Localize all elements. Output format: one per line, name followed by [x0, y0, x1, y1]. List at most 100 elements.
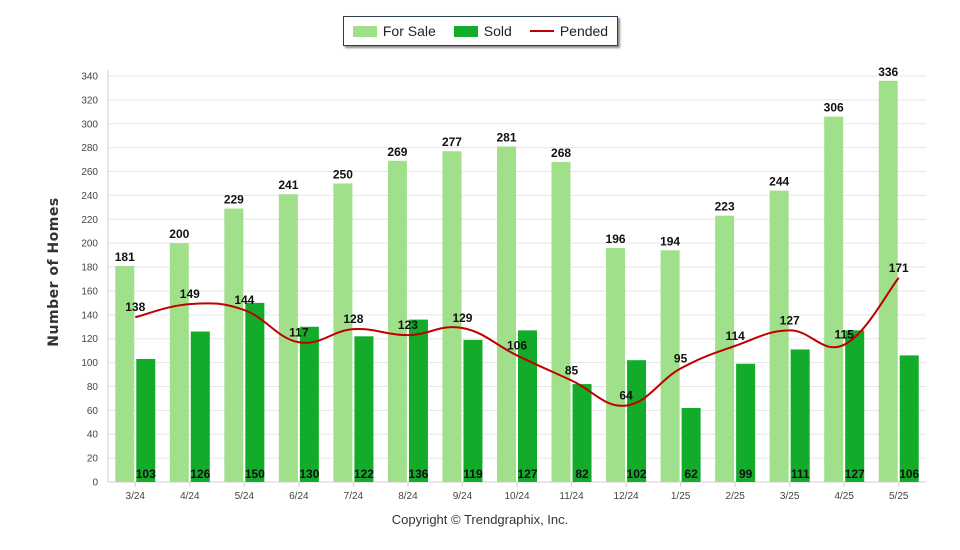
data-label-sold: 130 [299, 467, 319, 481]
data-label-sold: 119 [463, 467, 483, 481]
data-label-sold: 127 [845, 467, 865, 481]
data-label-sold: 127 [517, 467, 537, 481]
bar-for-sale [824, 116, 844, 482]
data-label-for-sale: 241 [278, 178, 298, 192]
data-label-for-sale: 244 [769, 175, 789, 189]
data-label-pended: 129 [452, 311, 472, 325]
y-tick-label: 240 [81, 191, 98, 202]
bar-for-sale [551, 161, 571, 482]
bar-for-sale [769, 190, 789, 482]
bar-sold [190, 331, 210, 482]
y-tick-label: 260 [81, 167, 98, 178]
legend-label-pended: Pended [559, 23, 609, 39]
y-tick-label: 320 [81, 95, 98, 106]
bar-sold [245, 302, 265, 482]
data-label-pended: 171 [889, 261, 909, 275]
data-label-for-sale: 281 [496, 130, 516, 144]
data-label-for-sale: 229 [224, 193, 244, 207]
bar-for-sale [878, 80, 898, 482]
data-label-pended: 117 [289, 325, 309, 339]
y-axis-title: Number of Homes [46, 197, 62, 347]
data-label-for-sale: 269 [387, 145, 407, 159]
bar-for-sale [660, 250, 680, 482]
data-label-for-sale: 181 [115, 250, 135, 264]
data-label-for-sale: 306 [824, 101, 844, 115]
data-label-sold: 126 [190, 467, 210, 481]
x-tick-label: 10/24 [504, 491, 529, 502]
data-label-for-sale: 194 [660, 234, 680, 248]
data-label-pended: 123 [398, 318, 418, 332]
x-tick-label: 4/25 [834, 491, 854, 502]
y-tick-label: 300 [81, 119, 98, 130]
data-label-sold: 122 [354, 467, 374, 481]
legend-label-sold: Sold [483, 23, 512, 39]
data-label-pended: 85 [565, 364, 579, 378]
data-label-pended: 114 [725, 329, 745, 343]
x-tick-label: 12/24 [614, 491, 639, 502]
bar-sold [518, 330, 537, 482]
data-label-pended: 127 [780, 313, 800, 327]
legend-swatch-sold [453, 25, 478, 37]
y-tick-label: 140 [81, 310, 98, 321]
data-label-pended: 115 [835, 328, 855, 342]
y-tick-label: 0 [92, 478, 98, 489]
y-tick-label: 220 [81, 215, 98, 226]
bar-for-sale [606, 247, 626, 482]
data-label-for-sale: 250 [333, 167, 353, 181]
data-label-sold: 103 [136, 467, 156, 481]
bar-sold [136, 359, 156, 482]
data-label-sold: 136 [408, 467, 428, 481]
data-label-for-sale: 200 [169, 227, 189, 241]
legend-item-sold[interactable]: Sold [453, 23, 512, 39]
y-tick-label: 40 [87, 430, 99, 441]
bar-sold [572, 384, 592, 482]
bar-sold [790, 349, 810, 482]
data-label-pended: 149 [180, 287, 200, 301]
data-label-sold: 106 [899, 467, 919, 481]
x-tick-label: 4/24 [180, 491, 200, 502]
data-label-pended: 128 [343, 312, 363, 326]
legend-label-for-sale: For Sale [382, 23, 436, 39]
legend-swatch-for-sale [352, 25, 377, 37]
data-label-for-sale: 196 [606, 232, 626, 246]
data-label-pended: 106 [507, 338, 527, 352]
bar-sold [299, 326, 319, 482]
bar-for-sale [224, 208, 244, 482]
data-label-sold: 111 [791, 467, 810, 481]
data-label-sold: 82 [575, 467, 589, 481]
bar-sold [736, 363, 756, 482]
x-tick-label: 3/25 [780, 491, 800, 502]
legend-item-for-sale[interactable]: For Sale [352, 23, 436, 39]
bar-for-sale [497, 146, 516, 482]
data-label-for-sale: 277 [442, 135, 462, 149]
y-tick-label: 120 [81, 334, 98, 345]
y-tick-label: 100 [81, 358, 98, 369]
x-tick-label: 8/24 [398, 491, 418, 502]
x-tick-label: 9/24 [453, 491, 473, 502]
bar-for-sale [169, 243, 189, 482]
copyright-footer: Copyright © Trendgraphix, Inc. [391, 512, 569, 527]
data-label-sold: 102 [627, 467, 647, 481]
bar-sold [899, 355, 919, 482]
data-label-sold: 99 [739, 467, 753, 481]
data-label-pended: 95 [674, 352, 688, 366]
bar-for-sale [115, 265, 135, 482]
legend-item-pended[interactable]: Pended [529, 23, 609, 39]
data-label-sold: 62 [684, 467, 698, 481]
data-label-for-sale: 336 [878, 65, 898, 79]
y-tick-label: 160 [81, 286, 98, 297]
data-label-for-sale: 223 [715, 200, 735, 214]
data-label-for-sale: 268 [551, 146, 571, 160]
bar-sold [463, 339, 483, 482]
x-tick-label: 11/24 [559, 491, 584, 502]
y-tick-label: 60 [87, 406, 99, 417]
data-label-pended: 144 [234, 293, 254, 307]
y-tick-label: 20 [87, 454, 99, 465]
y-tick-label: 80 [87, 382, 99, 393]
y-tick-label: 280 [81, 143, 98, 154]
bar-sold [627, 360, 647, 482]
y-tick-label: 200 [81, 239, 98, 250]
bar-for-sale [387, 160, 407, 482]
x-tick-label: 7/24 [344, 491, 364, 502]
